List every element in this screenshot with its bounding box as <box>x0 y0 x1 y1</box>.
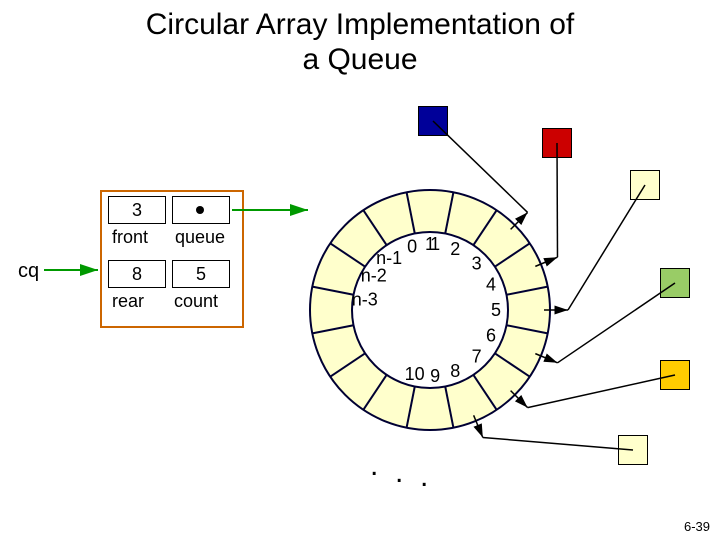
front-val-cell: 3 <box>108 196 166 224</box>
svg-text:.: . <box>370 449 378 482</box>
slide-title: Circular Array Implementation of a Queue <box>0 0 720 77</box>
rear-val: 8 <box>132 264 142 285</box>
count-val: 5 <box>196 264 206 285</box>
element-box <box>660 360 690 390</box>
queue-ptr-cell <box>172 196 230 224</box>
svg-text:n-1: n-1 <box>376 248 402 268</box>
queue-label: queue <box>175 227 225 248</box>
svg-text:n-3: n-3 <box>352 290 378 310</box>
svg-text:5: 5 <box>491 300 501 320</box>
svg-text:7: 7 <box>472 347 482 367</box>
title-line1: Circular Array Implementation of <box>146 8 575 41</box>
svg-text:8: 8 <box>450 361 460 381</box>
rear-label: rear <box>112 291 144 312</box>
svg-text:1: 1 <box>430 234 440 254</box>
front-label: front <box>112 227 148 248</box>
title-line2: a Queue <box>302 43 417 76</box>
svg-text:6: 6 <box>486 325 496 345</box>
svg-text:n-2: n-2 <box>361 266 387 286</box>
svg-text:.: . <box>420 460 428 493</box>
element-box <box>618 435 648 465</box>
svg-text:3: 3 <box>472 253 482 273</box>
svg-text:4: 4 <box>486 275 496 295</box>
svg-text:2: 2 <box>450 239 460 259</box>
element-box <box>542 128 572 158</box>
rear-val-cell: 8 <box>108 260 166 288</box>
element-box <box>660 268 690 298</box>
count-val-cell: 5 <box>172 260 230 288</box>
element-box <box>418 106 448 136</box>
svg-text:0: 0 <box>407 236 417 256</box>
svg-text:10: 10 <box>405 364 425 384</box>
svg-text:1: 1 <box>425 234 435 254</box>
count-label: count <box>174 291 218 312</box>
svg-text:9: 9 <box>430 366 440 386</box>
cq-label: cq <box>18 260 39 283</box>
slide-number: 6-39 <box>684 519 710 534</box>
front-val: 3 <box>132 200 142 221</box>
svg-text:.: . <box>395 456 403 489</box>
element-box <box>630 170 660 200</box>
